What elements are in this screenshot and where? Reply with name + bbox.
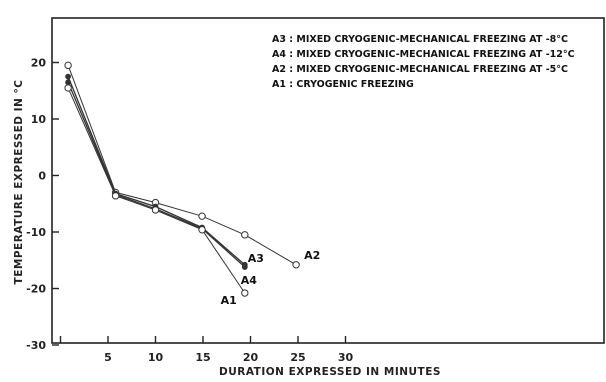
data-point: [292, 261, 300, 269]
plot-frame: [51, 17, 605, 344]
x-tick-label: 30: [338, 351, 354, 364]
series-labels: A2 A3 A4 A1: [221, 249, 321, 307]
legend-entry-a4: A4 : MIXED CRYOGENIC-MECHANICAL FREEZING…: [272, 49, 575, 60]
legend-entry-a3: A3 : MIXED CRYOGENIC-MECHANICAL FREEZING…: [272, 34, 568, 45]
series-line: [67, 65, 297, 266]
x-axis-title: DURATION EXPRESSED IN MINUTES: [219, 366, 441, 378]
data-point: [151, 206, 160, 214]
series-a3: [65, 73, 248, 268]
data-point: [65, 73, 71, 80]
y-axis-title: TEMPERATURE EXPRESSED IN °C: [13, 80, 25, 285]
data-point: [111, 192, 120, 200]
x-tick-label: 5: [104, 351, 112, 364]
y-tick-label: -10: [26, 226, 46, 239]
x-tick-label: 10: [148, 351, 164, 364]
legend: A3 : MIXED CRYOGENIC-MECHANICAL FREEZING…: [272, 34, 575, 90]
legend-entry-a2: A2 : MIXED CRYOGENIC-MECHANICAL FREEZING…: [272, 64, 568, 75]
series-a1: [64, 84, 249, 297]
data-point: [65, 79, 71, 86]
data-point: [241, 289, 249, 297]
y-tick-label: -30: [26, 339, 46, 352]
y-tick-label: -20: [26, 283, 46, 296]
series-line: [67, 76, 246, 266]
series-label-a2: A2: [304, 249, 320, 262]
x-tick-label: 20: [243, 351, 259, 364]
data-point: [198, 226, 206, 234]
x-tick-label: 25: [290, 351, 305, 364]
data-point: [64, 84, 72, 92]
y-tick-label: 10: [31, 113, 47, 126]
y-tick-label: 0: [38, 170, 46, 183]
axis-ticks: 5 10 15 20 25 30 20 10 0 -10 -20 -30: [26, 57, 353, 365]
series-label-a4: A4: [241, 274, 258, 287]
y-tick-label: 20: [31, 57, 47, 70]
data-point: [241, 231, 249, 239]
series-a4: [65, 79, 248, 270]
series-label-a3: A3: [248, 252, 264, 265]
data-point: [198, 212, 206, 220]
series-label-a1: A1: [221, 294, 237, 307]
series-lines: [64, 61, 300, 297]
series-a2: [64, 61, 300, 269]
series-line: [67, 87, 246, 294]
data-point: [241, 264, 248, 270]
x-tick-label: 15: [195, 351, 210, 364]
data-point: [64, 61, 72, 70]
series-line: [67, 82, 246, 268]
legend-entry-a1: A1 : CRYOGENIC FREEZING: [272, 79, 414, 90]
